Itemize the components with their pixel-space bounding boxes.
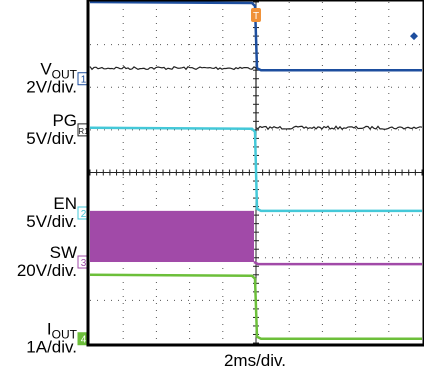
channel-scale-iout: 1A/div.: [26, 338, 77, 357]
scope-traces: [89, 0, 423, 340]
trace-en: [89, 126, 422, 213]
trace-pg: [89, 65, 423, 131]
marker-number: 3: [81, 258, 87, 269]
trace-sw-burst: [90, 210, 254, 263]
trigger-marker-label: T: [253, 11, 259, 22]
marker-number: 4: [81, 335, 87, 346]
marker-number: 1: [81, 75, 87, 86]
cursor-marker: [410, 32, 418, 41]
channel-scale-pg: 5V/div.: [26, 129, 77, 148]
channel-scale-en: 5V/div.: [26, 212, 77, 231]
channel-scale-vout: 2V/div.: [26, 78, 77, 97]
trace-iout: [89, 273, 422, 340]
marker-number: R1: [78, 127, 89, 136]
channel-name-vout: VOUT: [40, 60, 77, 82]
trigger-marker-box: [251, 8, 261, 22]
x-axis-label: 2ms/div.: [224, 351, 286, 370]
trigger-marker: T: [251, 8, 261, 22]
channel-markers: 1 R1 2 3 4 T: [77, 8, 418, 346]
channel-name-pg: PG: [52, 111, 77, 130]
channel-labels: VOUT2V/div.PG5V/div.EN5V/div.SW20V/div.I…: [17, 60, 78, 357]
channel-name-iout: IOUT: [47, 320, 78, 342]
marker-number: 2: [81, 209, 87, 220]
channel-name-en: EN: [53, 194, 77, 213]
trace-sw: [253, 260, 422, 266]
channel-name-sw: SW: [50, 243, 77, 262]
channel-scale-sw: 20V/div.: [17, 261, 77, 280]
trace-vout: [89, 0, 422, 72]
scope-frame: [86, 0, 424, 347]
